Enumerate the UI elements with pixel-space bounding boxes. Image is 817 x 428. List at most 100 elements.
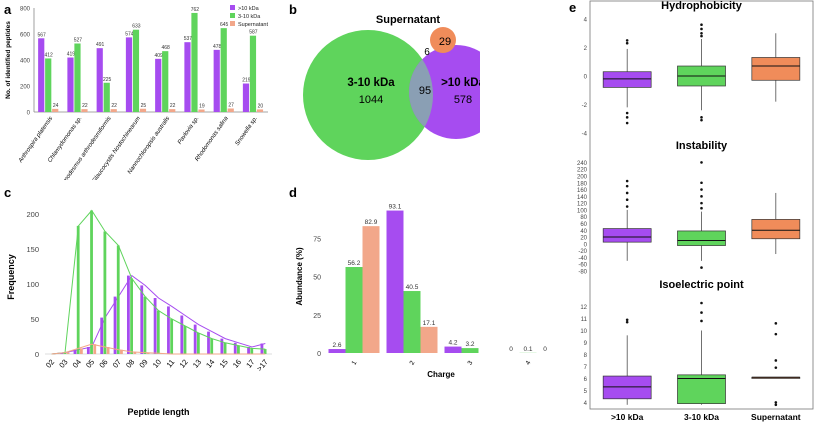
bar xyxy=(224,343,227,354)
venn-title: Supernatant xyxy=(376,14,441,26)
x-axis-label: Peptide length xyxy=(127,407,189,417)
x-tick-label: Snowella sp. xyxy=(235,116,259,147)
y-tick-label: 220 xyxy=(577,168,588,174)
legend-swatch xyxy=(230,5,235,10)
data-label: 20 xyxy=(258,103,264,109)
y-tick-label: 200 xyxy=(20,85,31,91)
y-tick-label: 6 xyxy=(584,377,588,383)
outlier-point xyxy=(775,359,778,362)
box xyxy=(752,57,800,80)
box xyxy=(678,231,726,246)
y-tick-label: -4 xyxy=(582,132,588,138)
venn-label-gt10: >10 kDa xyxy=(441,77,480,89)
x-tick-label: 3 xyxy=(467,359,475,366)
data-label: 633 xyxy=(132,24,141,30)
outlier-point xyxy=(626,122,629,125)
bar xyxy=(363,226,380,353)
data-label: 19 xyxy=(199,104,205,110)
y-tick-label: -60 xyxy=(578,263,587,269)
y-tick-label: 7 xyxy=(584,365,588,371)
data-label: 0 xyxy=(543,346,547,353)
bar xyxy=(198,110,204,112)
x-tick-label: 11 xyxy=(164,358,176,370)
bar xyxy=(133,30,139,112)
outlier-point xyxy=(775,401,778,404)
x-tick-label: >17 xyxy=(255,358,270,374)
y-tick-label: 100 xyxy=(577,208,588,214)
outlier-point xyxy=(626,112,629,115)
x-tick-label: 16 xyxy=(231,358,243,370)
y-tick-label: 20 xyxy=(580,236,587,242)
y-tick-label: 240 xyxy=(577,161,588,167)
venn-count-sup-3-10: 6 xyxy=(424,47,430,58)
panel-label-a: a xyxy=(4,2,12,17)
bar xyxy=(170,319,173,354)
y-axis-label: Frequency xyxy=(6,254,16,300)
bar xyxy=(162,51,168,112)
subplot-title: Isoelectric point xyxy=(659,279,744,291)
bar xyxy=(144,297,147,354)
bar xyxy=(45,58,51,112)
data-label: 409 xyxy=(154,53,163,59)
bar xyxy=(126,37,132,112)
y-tick-label: 0 xyxy=(584,75,588,81)
data-label: 219 xyxy=(242,78,251,84)
data-label: 468 xyxy=(161,45,170,51)
outlier-point xyxy=(700,202,703,205)
bar xyxy=(127,276,130,354)
outlier-point xyxy=(700,207,703,210)
outlier-point xyxy=(626,39,629,42)
y-tick-label: 140 xyxy=(577,195,588,201)
data-label: 0.1 xyxy=(523,346,532,353)
bar xyxy=(264,349,267,354)
x-tick-label: 1 xyxy=(351,359,359,366)
y-tick-label: 0 xyxy=(35,350,39,359)
data-label: 25 xyxy=(141,103,147,109)
bar xyxy=(111,109,117,112)
x-tick-label: 03 xyxy=(57,358,69,370)
outlier-point xyxy=(700,32,703,35)
x-tick-label: 06 xyxy=(97,358,109,370)
x-axis-label: Charge xyxy=(427,370,455,379)
bar xyxy=(114,297,117,354)
bar xyxy=(80,348,83,354)
y-tick-label: 40 xyxy=(580,229,587,235)
bar xyxy=(90,211,93,355)
y-tick-label: 150 xyxy=(26,245,39,254)
x-tick-label: Supernatant xyxy=(751,412,801,422)
bar xyxy=(237,346,240,354)
data-label: 491 xyxy=(96,42,105,48)
venn-count-overlap: 95 xyxy=(419,85,431,97)
outlier-point xyxy=(626,205,629,208)
subplot-title: Hydrophobicity xyxy=(661,0,743,12)
bar xyxy=(184,42,190,112)
y-tick-label: 75 xyxy=(313,236,321,243)
x-tick-label: Rhodomonas salina xyxy=(194,115,230,162)
data-label: 40.5 xyxy=(406,284,419,291)
y-tick-label: 11 xyxy=(581,317,588,323)
bar xyxy=(257,109,263,112)
bar xyxy=(194,325,197,354)
box xyxy=(678,375,726,404)
y-tick-label: 200 xyxy=(26,210,39,219)
bar xyxy=(250,348,253,354)
x-tick-label: 07 xyxy=(111,358,123,370)
bar xyxy=(445,347,462,353)
panel-label-c: c xyxy=(4,185,11,200)
outlier-point xyxy=(626,318,629,321)
x-tick-label: 14 xyxy=(204,358,216,370)
y-tick-label: 160 xyxy=(577,188,588,194)
bar xyxy=(169,109,175,112)
y-tick-label: 50 xyxy=(313,275,321,282)
x-tick-label: 10 xyxy=(151,358,163,370)
outlier-point xyxy=(775,366,778,369)
y-tick-label: 600 xyxy=(20,33,31,39)
outlier-point xyxy=(700,311,703,314)
bar xyxy=(243,84,249,112)
x-tick-label: >10 kDa xyxy=(611,412,644,422)
venn-count-3-10: 1044 xyxy=(359,94,383,106)
